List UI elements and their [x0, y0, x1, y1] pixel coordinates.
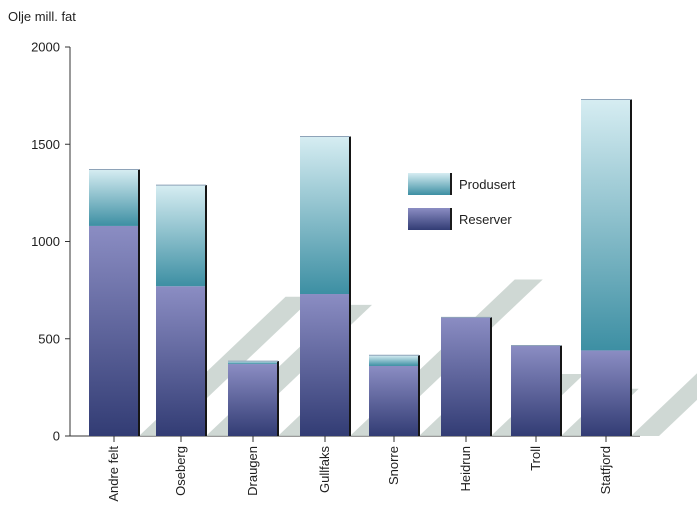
bar-produsert — [89, 169, 139, 226]
x-tick-label: Troll — [528, 446, 543, 471]
x-tick-label: Statfjord — [598, 446, 613, 494]
y-tick-label: 2000 — [31, 40, 60, 55]
legend-label-produsert: Produsert — [459, 177, 516, 192]
bars — [89, 99, 632, 436]
bar-reserver — [581, 350, 631, 436]
bar-reserver — [369, 365, 419, 436]
y-axis-label: Olje mill. fat — [8, 9, 76, 24]
bar-shadow — [631, 373, 697, 436]
legend-swatch-reserver — [408, 208, 452, 230]
y-tick-label: 500 — [38, 331, 60, 346]
y-tick-label: 0 — [53, 429, 60, 444]
x-tick-label: Draugen — [245, 446, 260, 496]
bar-reserver — [511, 345, 561, 436]
bar-produsert — [300, 136, 350, 295]
x-tick-label: Gullfaks — [317, 446, 332, 493]
bar-produsert — [156, 185, 206, 287]
y-tick-label: 1000 — [31, 234, 60, 249]
y-tick-label: 1500 — [31, 137, 60, 152]
bar-produsert — [581, 99, 631, 351]
x-tick-label: Oseberg — [173, 446, 188, 496]
bar-reserver — [441, 317, 491, 436]
x-tick-label: Heidrun — [458, 446, 473, 492]
bar-reserver — [89, 225, 139, 436]
x-axis-labels: Andre felt Oseberg Draugen Gullfaks Snorre He… — [106, 436, 613, 502]
x-tick-label: Andre felt — [106, 446, 121, 502]
bar-reserver — [228, 364, 278, 436]
bar-produsert — [369, 355, 419, 366]
bar-produsert — [228, 361, 278, 365]
x-tick-label: Snorre — [386, 446, 401, 485]
bar-reserver — [156, 286, 206, 436]
bar-reserver — [300, 294, 350, 436]
legend-swatch-produsert — [408, 173, 452, 195]
legend-label-reserver: Reserver — [459, 212, 512, 227]
legend: Produsert Reserver — [408, 173, 516, 230]
